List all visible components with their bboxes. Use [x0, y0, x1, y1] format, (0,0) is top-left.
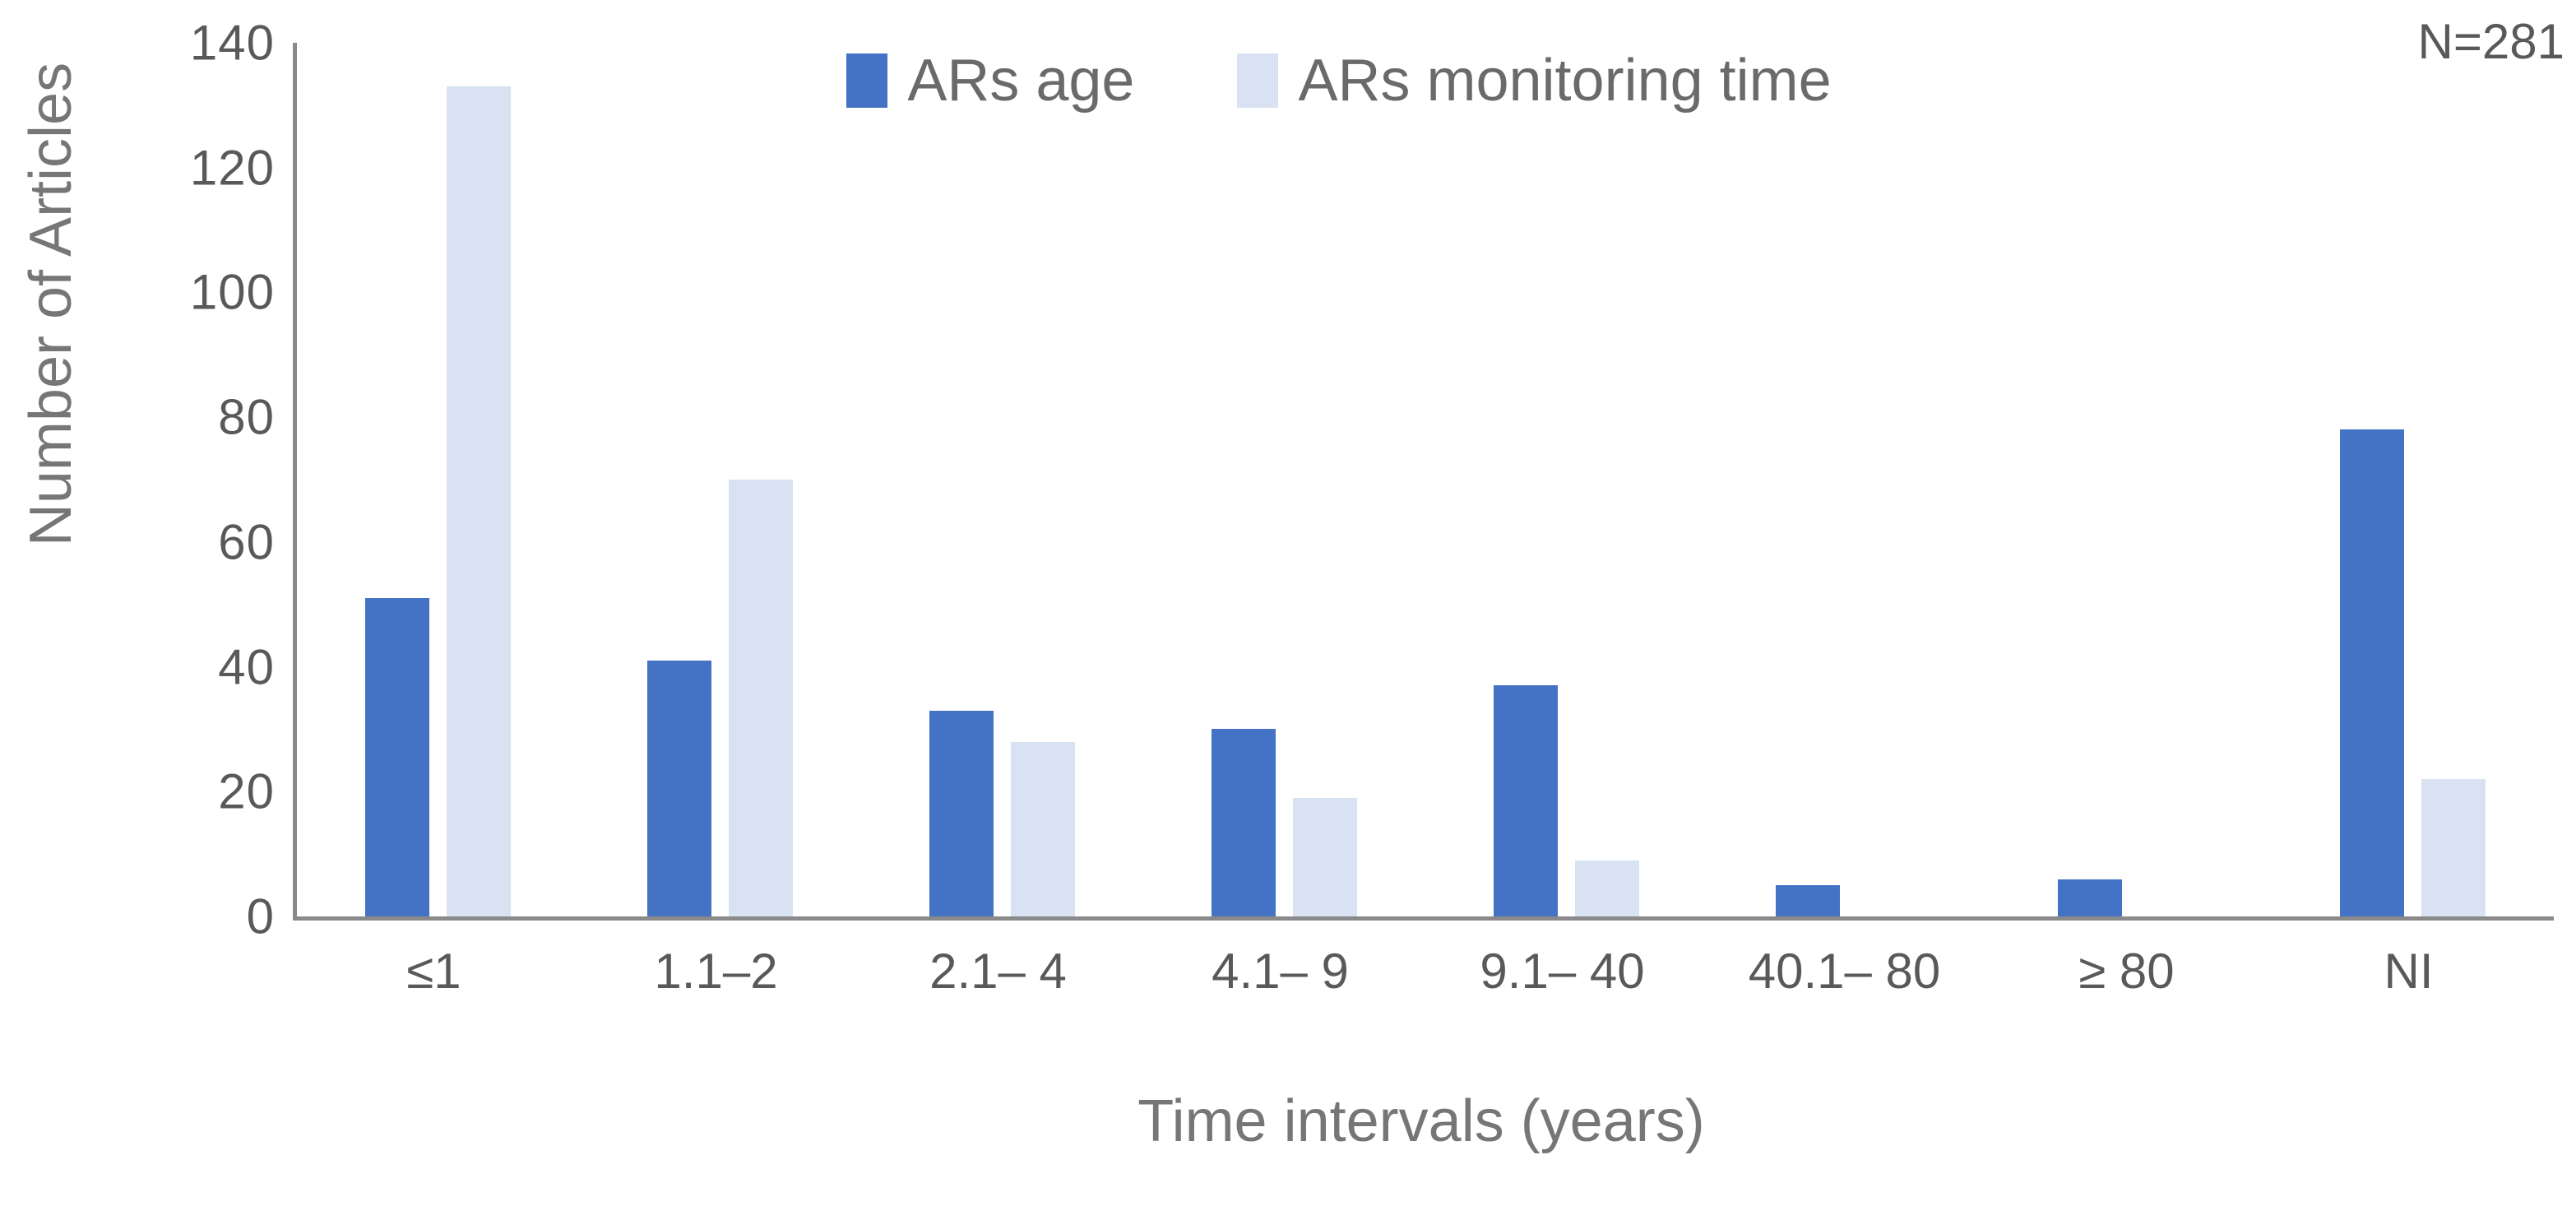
x-axis-title: Time intervals (years) — [1137, 1088, 1705, 1154]
bar-ars-monitoring-time — [1011, 741, 1075, 916]
y-tick-label: 140 — [189, 15, 275, 71]
legend-swatch-icon — [1237, 53, 1279, 108]
x-tick-label: 9.1– 40 — [1480, 944, 1645, 999]
bar-group-9.1–-40 — [1425, 685, 1707, 916]
x-tick-label: 2.1– 4 — [929, 944, 1067, 999]
y-tick-label: 60 — [218, 514, 275, 570]
bar-ars-monitoring-time — [1575, 860, 1639, 916]
bar-group-ni — [2272, 429, 2554, 916]
bar-ars-monitoring-time — [2421, 779, 2486, 916]
bar-ars-age — [1494, 685, 1558, 916]
plot-area — [293, 43, 2554, 921]
x-axis-tick-labels: ≤1 1.1–2 2.1– 4 4.1– 9 9.1– 40 40.1– 80 ≥ 80 NI — [293, 943, 2550, 1000]
y-tick-label: 20 — [218, 763, 275, 819]
legend-item-ars-age: ARs age — [846, 47, 1134, 114]
y-tick-label: 0 — [246, 888, 275, 944]
bar-ars-age — [2340, 429, 2404, 916]
bar-group-1.1–2 — [579, 480, 861, 916]
x-tick-label: NI — [2384, 944, 2434, 999]
bar-ars-age — [647, 661, 711, 916]
y-tick-label: 80 — [218, 389, 275, 445]
legend-item-ars-monitoring-time: ARs monitoring time — [1237, 47, 1832, 114]
x-tick-label: ≤1 — [406, 944, 461, 999]
x-tick-label: 1.1–2 — [654, 944, 778, 999]
bar-group-40.1–-80 — [1707, 885, 1990, 916]
bar-ars-age — [365, 598, 429, 916]
bar-ars-age — [1776, 885, 1840, 916]
y-axis-tick-labels: 0 20 40 60 80 100 120 140 — [0, 16, 275, 944]
bar-ars-monitoring-time — [1293, 797, 1357, 916]
legend: ARs age ARs monitoring time — [211, 48, 2467, 114]
bar-ars-monitoring-time — [729, 480, 793, 916]
bar-group-2.1–-4 — [861, 710, 1143, 916]
bar-group-4.1–-9 — [1143, 729, 1425, 916]
sample-size-annotation: N=281 — [2417, 14, 2564, 69]
bar-ars-age — [2058, 879, 2122, 916]
legend-label: ARs age — [907, 48, 1135, 114]
bar-ars-age — [929, 710, 994, 916]
y-tick-label: 100 — [189, 264, 275, 320]
bar-group-≤1 — [297, 86, 579, 916]
legend-swatch-icon — [846, 53, 888, 108]
x-tick-label: ≥ 80 — [2078, 944, 2175, 999]
x-tick-label: 4.1– 9 — [1212, 944, 1349, 999]
bar-ars-monitoring-time — [447, 86, 511, 916]
y-tick-label: 40 — [218, 639, 275, 695]
bar-group-≥-80 — [1990, 879, 2272, 916]
legend-label: ARs monitoring time — [1298, 48, 1832, 114]
bar-groups — [297, 43, 2554, 916]
bar-ars-age — [1212, 729, 1276, 916]
y-tick-label: 120 — [189, 140, 275, 196]
x-tick-label: 40.1– 80 — [1748, 944, 1941, 999]
